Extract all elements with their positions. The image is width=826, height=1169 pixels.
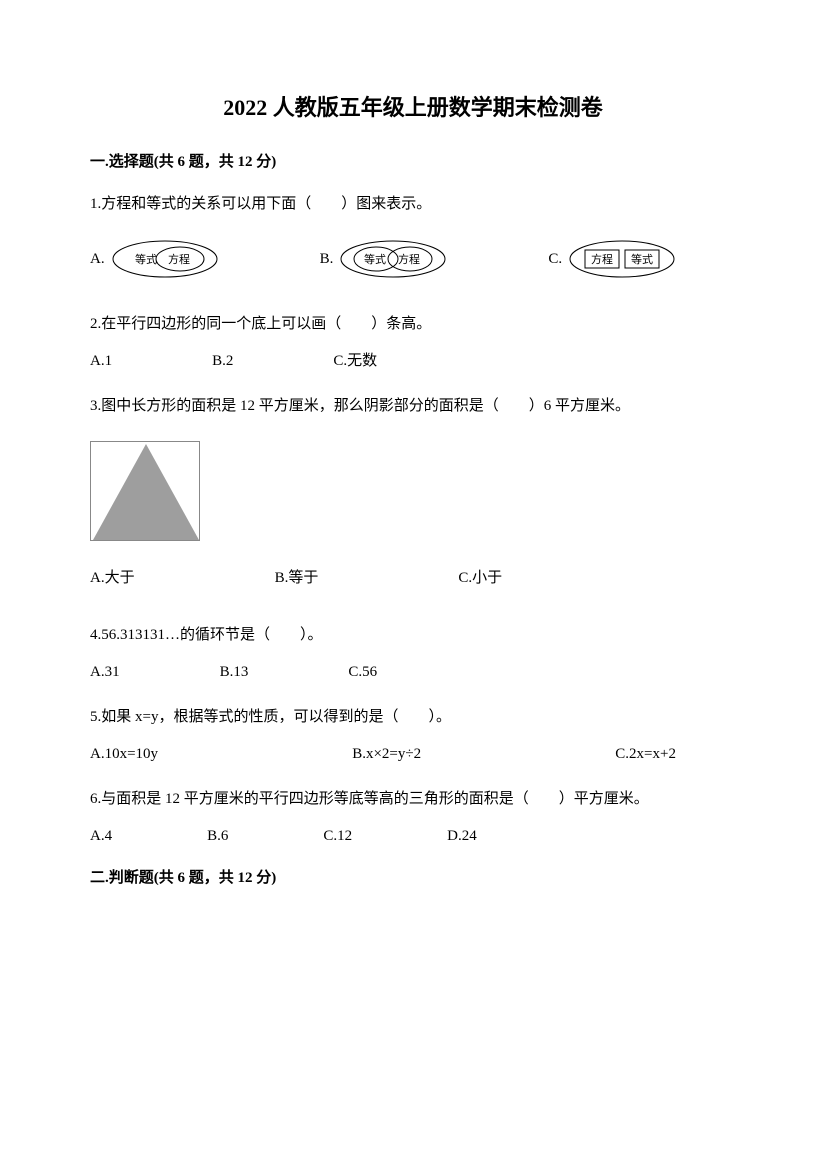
question-1: 1.方程和等式的关系可以用下面（ ）图来表示。 A. 等式 方程 B. 等式 方… [90, 189, 736, 279]
svg-text:等式: 等式 [135, 252, 157, 266]
svg-text:等式: 等式 [631, 252, 653, 266]
section1-header: 一.选择题(共 6 题，共 12 分) [90, 150, 736, 174]
triangle-figure [90, 441, 200, 541]
venn-diagram-b: 等式 方程 [338, 239, 448, 279]
question-6: 6.与面积是 12 平方厘米的平行四边形等底等高的三角形的面积是（ ）平方厘米。… [90, 784, 736, 848]
page-title: 2022 人教版五年级上册数学期末检测卷 [90, 90, 736, 125]
q3-text: 3.图中长方形的面积是 12 平方厘米，那么阴影部分的面积是（ ）6 平方厘米。 [90, 391, 736, 421]
q1-optC-label: C. [548, 247, 562, 271]
question-3: 3.图中长方形的面积是 12 平方厘米，那么阴影部分的面积是（ ）6 平方厘米。… [90, 391, 736, 590]
venn-diagram-a: 等式 方程 [110, 239, 220, 279]
venn-diagram-c: 方程 等式 [567, 239, 677, 279]
triangle-svg [91, 442, 200, 541]
svg-text:方程: 方程 [168, 252, 190, 266]
svg-text:等式: 等式 [364, 252, 386, 266]
q2-options: A.1 B.2 C.无数 [90, 349, 736, 373]
q4-optA: A.31 [90, 660, 120, 684]
q1-option-b: B. 等式 方程 [320, 239, 449, 279]
q5-optC: C.2x=x+2 [615, 742, 676, 766]
q1-text: 1.方程和等式的关系可以用下面（ ）图来表示。 [90, 189, 736, 219]
q4-optB: B.13 [220, 660, 249, 684]
q6-optA: A.4 [90, 824, 112, 848]
svg-text:方程: 方程 [398, 252, 420, 266]
question-5: 5.如果 x=y，根据等式的性质，可以得到的是（ ）。 A.10x=10y B.… [90, 702, 736, 766]
q6-options: A.4 B.6 C.12 D.24 [90, 824, 736, 848]
q2-optC: C.无数 [333, 349, 377, 373]
q3-optB: B.等于 [275, 566, 319, 590]
q6-text: 6.与面积是 12 平方厘米的平行四边形等底等高的三角形的面积是（ ）平方厘米。 [90, 784, 736, 814]
q5-optB: B.x×2=y÷2 [352, 742, 421, 766]
q4-options: A.31 B.13 C.56 [90, 660, 736, 684]
q6-optD: D.24 [447, 824, 477, 848]
q1-option-a: A. 等式 方程 [90, 239, 220, 279]
q3-optA: A.大于 [90, 566, 135, 590]
q3-options: A.大于 B.等于 C.小于 [90, 566, 736, 590]
q5-text: 5.如果 x=y，根据等式的性质，可以得到的是（ ）。 [90, 702, 736, 732]
q6-optB: B.6 [207, 824, 228, 848]
q4-text: 4.56.313131…的循环节是（ ）。 [90, 620, 736, 650]
q1-optB-label: B. [320, 247, 334, 271]
q2-optA: A.1 [90, 349, 112, 373]
q6-optC: C.12 [323, 824, 352, 848]
question-2: 2.在平行四边形的同一个底上可以画（ ）条高。 A.1 B.2 C.无数 [90, 309, 736, 373]
question-4: 4.56.313131…的循环节是（ ）。 A.31 B.13 C.56 [90, 620, 736, 684]
q5-options: A.10x=10y B.x×2=y÷2 C.2x=x+2 [90, 742, 736, 766]
q4-optC: C.56 [348, 660, 377, 684]
svg-text:方程: 方程 [591, 252, 613, 266]
q3-optC: C.小于 [458, 566, 502, 590]
q1-options: A. 等式 方程 B. 等式 方程 C. 方程 [90, 239, 736, 279]
q2-text: 2.在平行四边形的同一个底上可以画（ ）条高。 [90, 309, 736, 339]
q2-optB: B.2 [212, 349, 233, 373]
q5-optA: A.10x=10y [90, 742, 158, 766]
q1-optA-label: A. [90, 247, 105, 271]
q1-option-c: C. 方程 等式 [548, 239, 677, 279]
section2-header: 二.判断题(共 6 题，共 12 分) [90, 866, 736, 890]
